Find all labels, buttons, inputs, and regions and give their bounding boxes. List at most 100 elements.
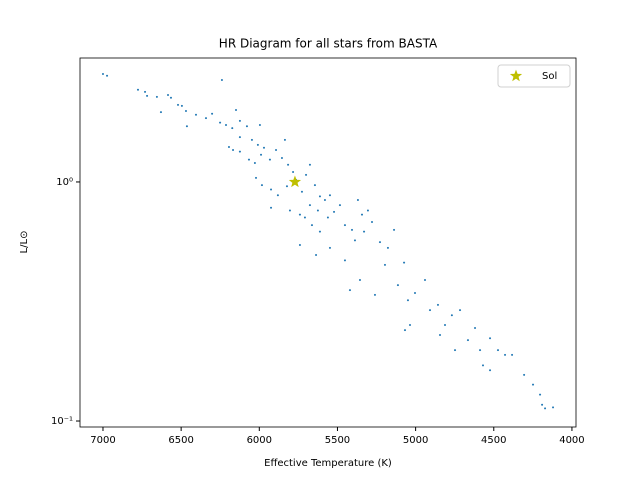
- star-point: [258, 124, 261, 127]
- star-point: [204, 117, 207, 120]
- plot-frame: [79, 57, 577, 428]
- star-point: [552, 406, 555, 409]
- star-point: [450, 314, 453, 317]
- star-point: [474, 326, 477, 329]
- star-point: [298, 213, 301, 216]
- star-point: [356, 199, 359, 202]
- star-point: [231, 127, 234, 130]
- star-point: [235, 108, 238, 111]
- star-point: [220, 78, 223, 81]
- star-point: [167, 94, 170, 97]
- star-point: [315, 253, 318, 256]
- star-point: [360, 213, 363, 216]
- star-point: [386, 246, 389, 249]
- legend-label: Sol: [542, 71, 557, 82]
- star-point: [280, 156, 283, 159]
- star-point: [323, 199, 326, 202]
- star-point: [177, 103, 180, 106]
- star-point: [238, 150, 241, 153]
- star-point: [292, 171, 295, 174]
- star-point: [283, 138, 286, 141]
- star-point: [408, 324, 411, 327]
- star-point: [253, 162, 256, 165]
- star-point: [523, 373, 526, 376]
- star-point: [383, 263, 386, 266]
- star-point: [532, 383, 535, 386]
- star-point: [343, 224, 346, 227]
- star-point: [276, 194, 279, 197]
- legend-marker: [509, 69, 523, 82]
- star-point: [262, 146, 265, 149]
- star-point: [238, 136, 241, 139]
- star-point: [353, 239, 356, 242]
- y-tick-label: 10⁻¹: [51, 416, 73, 427]
- star-point: [219, 121, 222, 124]
- star-point: [106, 74, 109, 77]
- star-point: [169, 96, 172, 99]
- star-point: [232, 149, 235, 152]
- star-point: [303, 216, 306, 219]
- star-point: [194, 113, 197, 116]
- star-point: [326, 216, 329, 219]
- chart-title: HR Diagram for all stars from BASTA: [219, 37, 438, 51]
- star-point: [313, 184, 316, 187]
- star-point: [211, 112, 214, 115]
- star-point: [444, 324, 447, 327]
- x-tick-label: 6000: [247, 435, 272, 446]
- star-point: [316, 209, 319, 212]
- star-point: [184, 110, 187, 113]
- star-point: [454, 349, 457, 352]
- star-point: [511, 353, 514, 356]
- star-point: [310, 224, 313, 227]
- star-point: [250, 138, 253, 141]
- star-point: [238, 119, 241, 122]
- star-point: [406, 299, 409, 302]
- star-point: [305, 173, 308, 176]
- star-point: [308, 163, 311, 166]
- x-tick-label: 5500: [325, 435, 350, 446]
- star-point: [348, 289, 351, 292]
- sun-marker: [288, 175, 302, 188]
- star-point: [343, 259, 346, 262]
- star-point: [255, 176, 258, 179]
- star-point: [275, 149, 278, 152]
- star-point: [396, 284, 399, 287]
- star-point: [350, 228, 353, 231]
- star-point: [155, 95, 158, 98]
- legend-box: [497, 64, 571, 88]
- star-point: [481, 364, 484, 367]
- star-point: [247, 158, 250, 161]
- star-point: [371, 220, 374, 223]
- star-point: [328, 246, 331, 249]
- x-tick-label: 4500: [481, 435, 506, 446]
- star-point: [270, 188, 273, 191]
- star-point: [439, 333, 442, 336]
- star-point: [333, 210, 336, 213]
- star-point: [541, 403, 544, 406]
- x-tick-label: 7000: [90, 435, 115, 446]
- star-point: [489, 337, 492, 340]
- star-point: [358, 278, 361, 281]
- y-axis-label: L/L⊙: [19, 231, 30, 254]
- star-point: [146, 94, 149, 97]
- star-point: [489, 369, 492, 372]
- star-point: [504, 353, 507, 356]
- star-point: [185, 125, 188, 128]
- star-point: [318, 195, 321, 198]
- x-tick-label: 6500: [168, 435, 193, 446]
- star-point: [260, 184, 263, 187]
- star-point: [298, 243, 301, 246]
- star-point: [428, 309, 431, 312]
- star-point: [227, 146, 230, 149]
- star-point: [328, 194, 331, 197]
- star-point: [225, 124, 228, 127]
- x-axis-label: Effective Temperature (K): [264, 458, 392, 469]
- star-point: [363, 230, 366, 233]
- star-point: [403, 329, 406, 332]
- star-point: [366, 209, 369, 212]
- star-point: [159, 111, 162, 114]
- star-point: [144, 90, 147, 93]
- star-point: [318, 230, 321, 233]
- star-point: [285, 185, 288, 188]
- star-point: [393, 228, 396, 231]
